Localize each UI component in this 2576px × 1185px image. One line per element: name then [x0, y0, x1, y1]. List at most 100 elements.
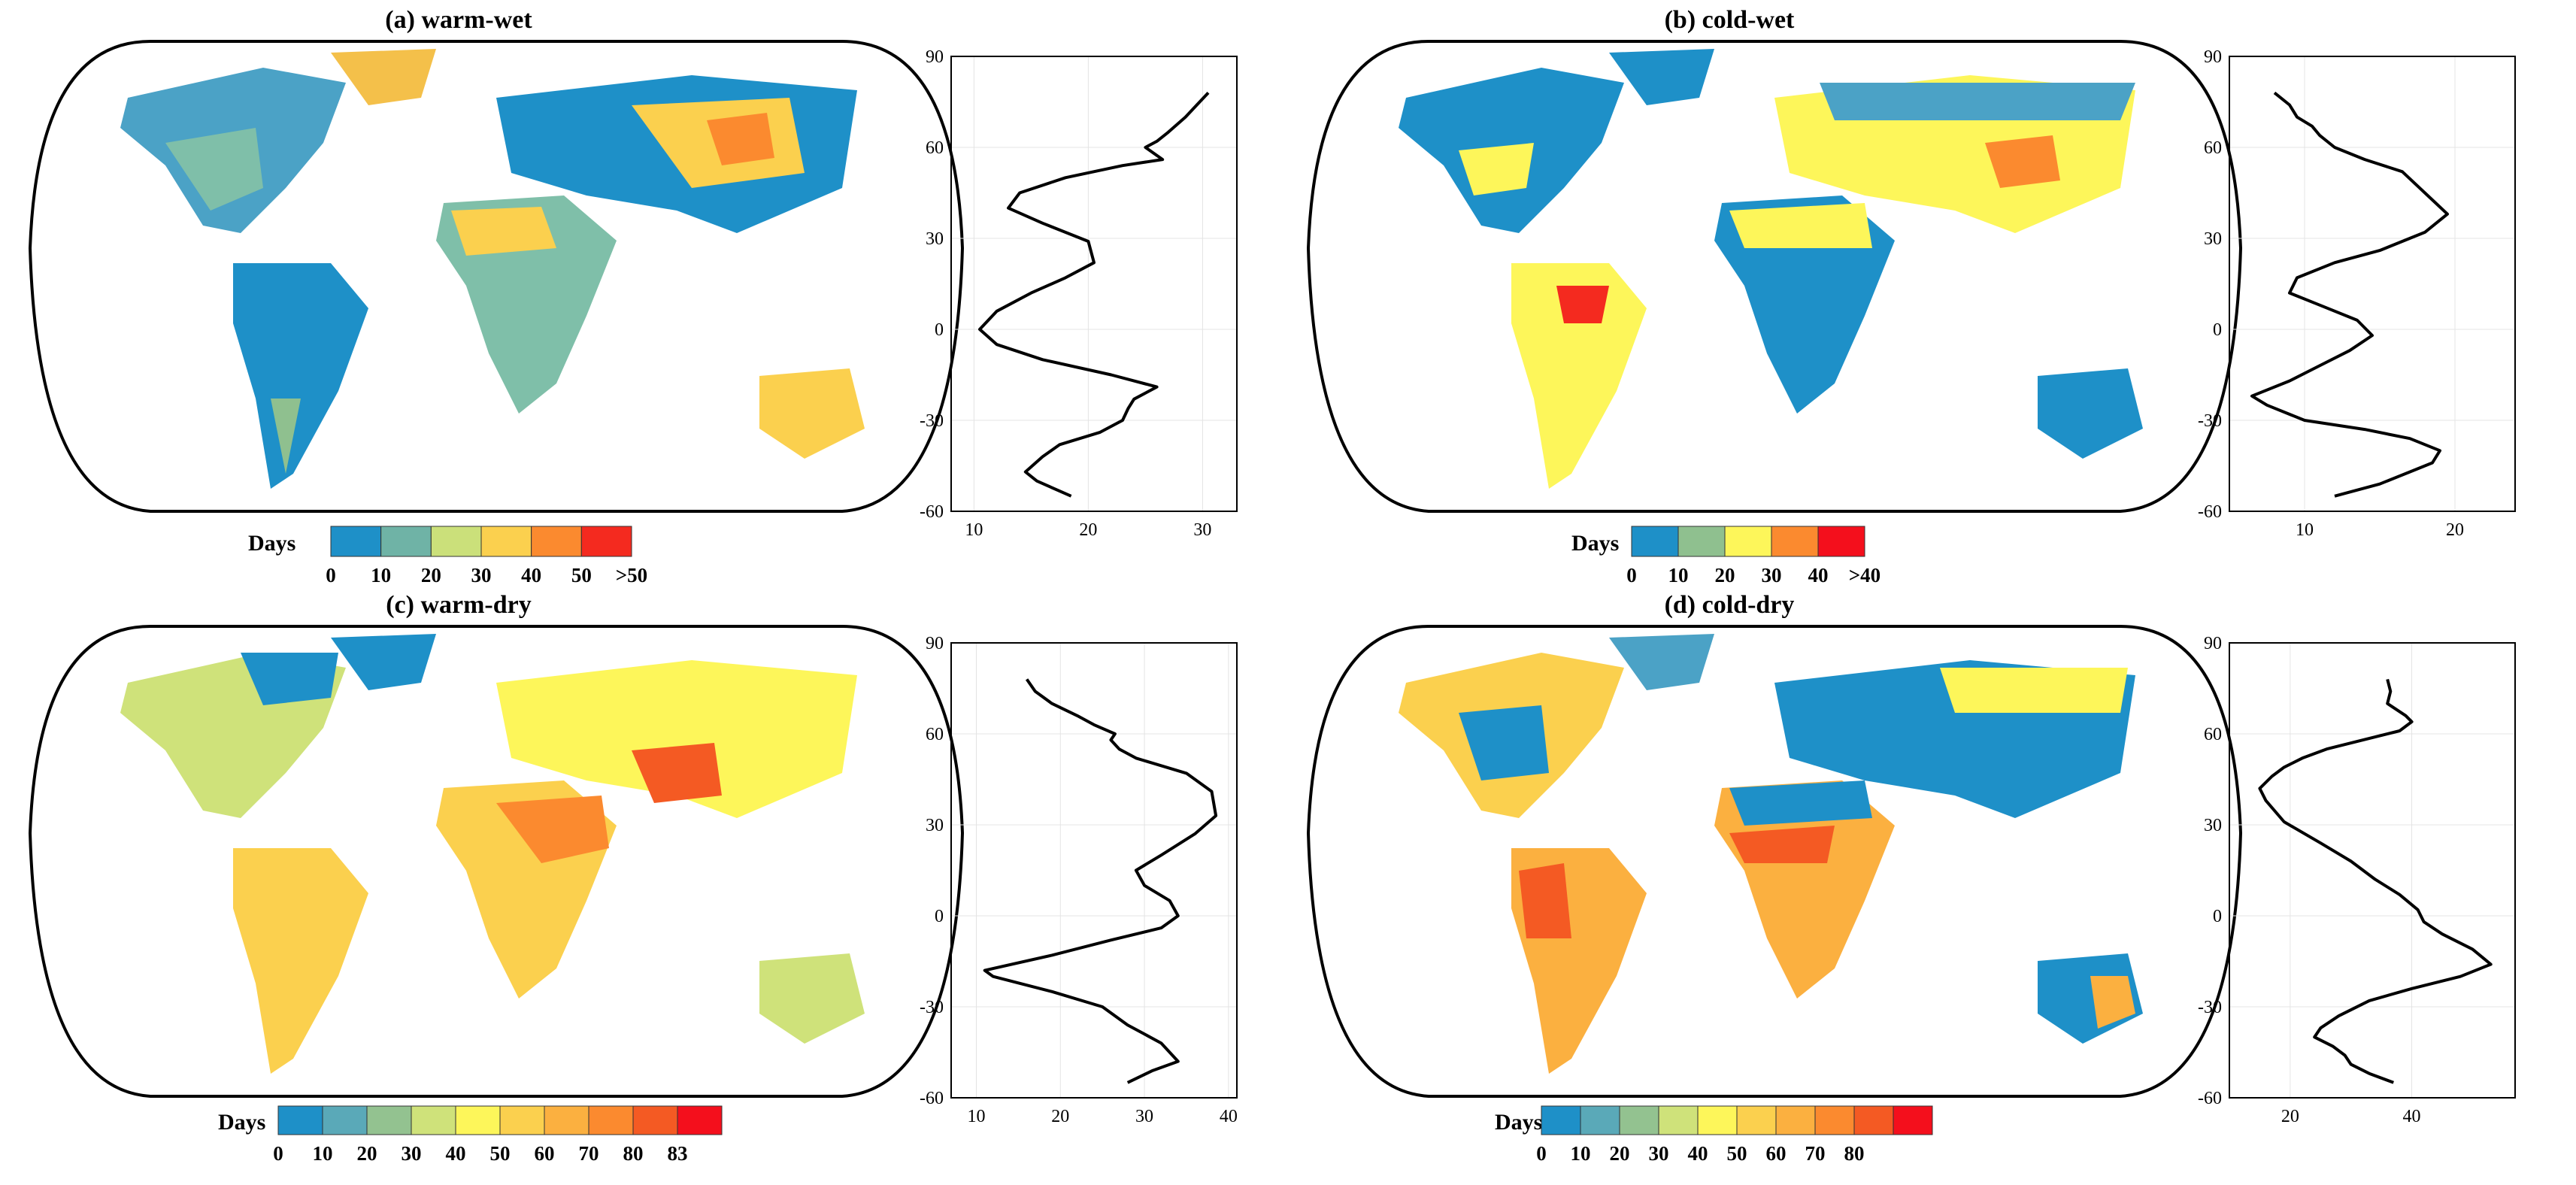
colorbar-swatch: [531, 526, 582, 557]
y-tick-label: 90: [2204, 47, 2222, 67]
colorbar-tick-label: 70: [1805, 1142, 1826, 1165]
colorbar-swatch: [677, 1105, 723, 1135]
colorbar-tick-label: >40: [1849, 564, 1880, 586]
colorbar-tick-label: 0: [1626, 564, 1637, 586]
colorbar-swatch: [544, 1105, 589, 1135]
x-tick-label: 40: [1220, 1107, 1238, 1126]
colorbar-tick-label: 20: [421, 564, 441, 586]
x-tick-label: 40: [2403, 1107, 2421, 1126]
x-tick-label: 10: [968, 1107, 986, 1126]
colorbar-tick-label: 10: [1571, 1142, 1591, 1165]
panel-b-title: (b) cold-wet: [1664, 6, 1795, 34]
panel-a-map: [28, 40, 965, 513]
colorbar-tick-label: 60: [535, 1142, 555, 1165]
plot-frame: [950, 642, 1238, 1099]
y-tick-label: 0: [935, 907, 944, 926]
colorbar-tick-label: 40: [446, 1142, 466, 1165]
y-tick-label: 30: [926, 229, 944, 249]
panel-c-profile: -60 -30 0 30 60 90 10 20 30 40: [920, 634, 1238, 1126]
colorbar-tick-label: 80: [1844, 1142, 1865, 1165]
colorbar-swatch: [1724, 526, 1772, 557]
panel-b-colorbar: Days 0 10 20 30 40 >40: [1571, 526, 1880, 586]
colorbar-swatch: [330, 526, 382, 557]
colorbar-swatch: [1619, 1105, 1659, 1135]
colorbar-swatch: [580, 526, 632, 557]
panel-d-colorbar: Days 0 10 20 30 40 50 60 70 80: [1495, 1105, 1933, 1165]
y-tick-label: 90: [2204, 634, 2222, 653]
y-tick-label: -30: [2198, 411, 2222, 431]
colorbar-tick-label: 70: [579, 1142, 599, 1165]
panel-a-colorbar: Days 0 10 20 30 40 50 >50: [248, 526, 647, 586]
y-tick-label: 0: [2213, 320, 2222, 340]
y-tick-label: -60: [2198, 1089, 2222, 1108]
y-tick-label: -60: [2198, 502, 2222, 522]
colorbar-d-label: Days: [1495, 1110, 1542, 1135]
colorbar-swatch: [380, 526, 432, 557]
colorbar-tick-label: 20: [357, 1142, 377, 1165]
colorbar-tick-label: 30: [1762, 564, 1782, 586]
y-tick-label: 60: [2204, 725, 2222, 744]
colorbar-swatch: [1853, 1105, 1894, 1135]
colorbar-swatch: [1580, 1105, 1620, 1135]
colorbar-swatch: [411, 1105, 456, 1135]
y-tick-label: 90: [926, 47, 944, 67]
x-tick-label: 20: [1079, 520, 1097, 540]
panel-a-profile: -60 -30 0 30 60 90 10 20 30: [920, 47, 1238, 540]
plot-frame: [2229, 642, 2516, 1099]
colorbar-tick-label: 40: [1688, 1142, 1708, 1165]
colorbar-swatch: [1817, 526, 1865, 557]
y-tick-label: 30: [2204, 229, 2222, 249]
panel-d-profile: -60 -30 0 30 60 90 20 40: [2198, 634, 2516, 1126]
x-tick-label: 30: [1135, 1107, 1153, 1126]
profile-line: [978, 92, 1210, 498]
colorbar-swatch: [366, 1105, 412, 1135]
x-tick-label: 20: [1051, 1107, 1069, 1126]
y-tick-label: -30: [2198, 998, 2222, 1017]
colorbar-c-label: Days: [218, 1110, 265, 1135]
colorbar-swatch: [277, 1105, 323, 1135]
panel-c-title: (c) warm-dry: [386, 591, 532, 619]
colorbar-tick-label: >50: [616, 564, 647, 586]
colorbar-swatch: [588, 1105, 634, 1135]
y-tick-label: -60: [920, 502, 944, 522]
colorbar-tick-label: 30: [1649, 1142, 1669, 1165]
y-tick-label: 30: [926, 816, 944, 835]
colorbar-tick-label: 40: [1808, 564, 1829, 586]
panel-c-colorbar: Days 0 10 20 30 40 50 60 70 80 83: [218, 1105, 723, 1165]
colorbar-tick-label: 83: [668, 1142, 688, 1165]
colorbar-tick-label: 80: [623, 1142, 644, 1165]
y-tick-label: 30: [2204, 816, 2222, 835]
colorbar-tick-label: 50: [571, 564, 592, 586]
y-tick-label: -30: [920, 998, 944, 1017]
colorbar-swatch: [499, 1105, 545, 1135]
colorbar-tick-label: 10: [1668, 564, 1689, 586]
colorbar-b-label: Days: [1571, 531, 1619, 556]
y-tick-label: 0: [935, 320, 944, 340]
panel-d-map: [1306, 625, 2243, 1098]
colorbar-swatch: [632, 1105, 678, 1135]
colorbar-swatch: [480, 526, 532, 557]
y-tick-label: -30: [920, 411, 944, 431]
colorbar-swatch: [1697, 1105, 1738, 1135]
y-tick-label: -60: [920, 1089, 944, 1108]
colorbar-tick-label: 20: [1715, 564, 1735, 586]
x-tick-label: 20: [2446, 520, 2464, 540]
panel-b-map: [1306, 40, 2243, 513]
colorbar-tick-label: 10: [313, 1142, 333, 1165]
x-tick-label: 20: [2281, 1107, 2299, 1126]
colorbar-tick-label: 30: [402, 1142, 422, 1165]
y-tick-label: 60: [2204, 138, 2222, 158]
colorbar-a-label: Days: [248, 531, 295, 556]
colorbar-swatch: [1631, 526, 1679, 557]
panel-b-profile: -60 -30 0 30 60 90 10 20: [2198, 47, 2516, 540]
colorbar-swatch: [455, 1105, 501, 1135]
y-tick-label: 60: [926, 725, 944, 744]
colorbar-tick-label: 40: [521, 564, 541, 586]
colorbar-swatch: [1736, 1105, 1777, 1135]
colorbar-tick-label: 0: [1536, 1142, 1547, 1165]
colorbar-tick-label: 50: [490, 1142, 511, 1165]
colorbar-swatch: [1677, 526, 1726, 557]
colorbar-swatch: [1814, 1105, 1855, 1135]
colorbar-swatch: [1775, 1105, 1816, 1135]
colorbar-swatch: [322, 1105, 368, 1135]
